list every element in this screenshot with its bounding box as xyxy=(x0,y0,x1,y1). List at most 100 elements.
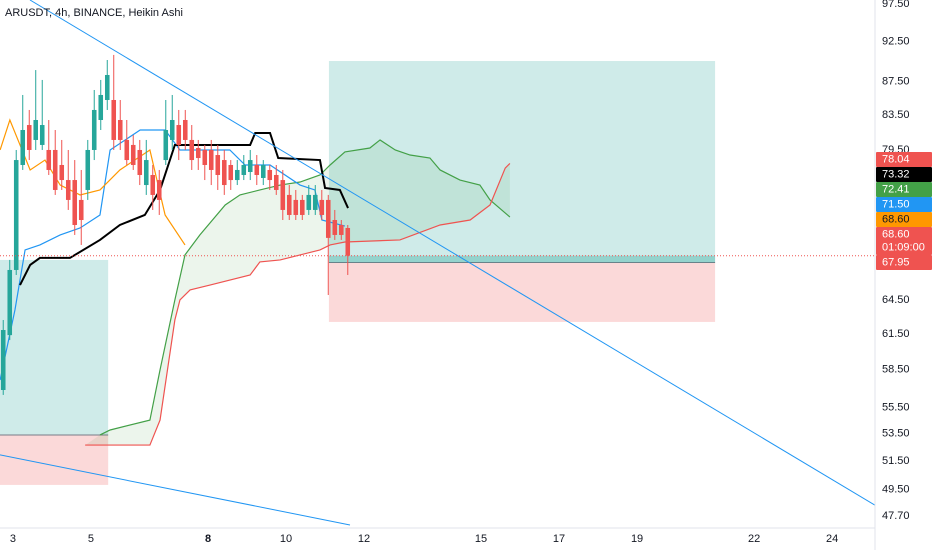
position-open-pnl xyxy=(328,255,716,263)
y-tick-label: 49.50 xyxy=(882,483,910,495)
trend-line xyxy=(0,454,351,526)
position-profit-zone xyxy=(0,259,109,435)
candle-body xyxy=(319,199,325,215)
price-label-box xyxy=(876,197,932,213)
candle-body xyxy=(286,194,292,215)
y-tick-label: 53.50 xyxy=(882,428,910,440)
candle-body xyxy=(208,149,214,170)
candle-body xyxy=(39,125,45,145)
price-label: 67.95 xyxy=(882,256,910,268)
candle-body xyxy=(195,147,201,159)
candle-body xyxy=(111,99,117,140)
price-label-box xyxy=(876,182,932,198)
ichimoku-cloud xyxy=(85,139,510,446)
plot-area xyxy=(0,0,875,526)
candle-body xyxy=(267,169,273,181)
price-label-box xyxy=(876,255,932,271)
y-tick-label: 58.50 xyxy=(882,364,910,376)
candle-body xyxy=(273,174,279,190)
y-tick-label: 47.70 xyxy=(882,510,910,522)
price-label-box xyxy=(876,212,932,228)
candle-body xyxy=(0,330,6,390)
candle-body xyxy=(234,169,240,181)
candle-body xyxy=(221,160,227,186)
candle-body xyxy=(65,180,71,200)
candle-body xyxy=(189,139,195,161)
candle-body xyxy=(13,160,19,270)
y-tick-label: 87.50 xyxy=(882,75,910,87)
candle-body xyxy=(312,194,318,210)
x-tick-label: 3 xyxy=(10,533,16,545)
y-tick-label: 92.50 xyxy=(882,36,910,48)
candle-body xyxy=(247,160,253,173)
candle-body xyxy=(345,227,351,256)
candle-body xyxy=(78,199,84,221)
price-label: 68.60 xyxy=(882,213,910,225)
x-tick-label: 15 xyxy=(475,533,487,545)
candle-body xyxy=(254,164,260,175)
candle-body xyxy=(59,164,65,181)
candle-body xyxy=(72,180,78,225)
candle-body xyxy=(300,199,305,215)
price-countdown: 01:09:00 xyxy=(882,241,925,253)
position-profit-zone xyxy=(328,61,716,263)
y-tick-label: 64.50 xyxy=(882,294,910,306)
trend-line xyxy=(29,0,875,506)
candle-body xyxy=(306,194,312,210)
price-label: 78.04 xyxy=(882,153,910,165)
position-loss-zone xyxy=(0,434,109,485)
candle-body xyxy=(33,119,39,140)
axes: 97.5092.5087.5083.5079.5064.5061.5058.50… xyxy=(10,0,932,545)
candle-body xyxy=(293,199,299,215)
y-tick-label: 61.50 xyxy=(882,328,910,340)
x-tick-label: 10 xyxy=(280,533,292,545)
candle-body xyxy=(98,94,104,120)
candle-body xyxy=(163,129,169,161)
candle-body xyxy=(150,174,156,195)
candle-body xyxy=(339,224,344,235)
x-tick-label: 17 xyxy=(553,533,565,545)
candle-body xyxy=(169,119,175,140)
chart-title: ARUSDT, 4h, BINANCE, Heikin Ashi xyxy=(5,7,183,19)
x-tick-label: 8 xyxy=(205,533,211,545)
candle-body xyxy=(26,125,32,150)
y-tick-label: 83.50 xyxy=(882,109,910,121)
price-label: 73.32 xyxy=(882,168,910,180)
position-loss-zone xyxy=(328,262,716,322)
candle-body xyxy=(228,164,234,181)
candle-body xyxy=(46,149,52,170)
candle-body xyxy=(91,109,97,150)
y-tick-label: 55.50 xyxy=(882,401,910,413)
candle-body xyxy=(176,125,182,145)
x-tick-label: 12 xyxy=(358,533,370,545)
x-tick-label: 22 xyxy=(748,533,760,545)
indicator-line xyxy=(99,139,511,436)
price-label-box xyxy=(876,152,932,168)
price-label-box xyxy=(876,227,932,256)
price-label: 71.50 xyxy=(882,198,910,210)
candle-body xyxy=(7,269,13,336)
candle-body xyxy=(182,119,188,140)
candle-body xyxy=(104,74,110,100)
candle-body xyxy=(215,155,221,175)
candle-body xyxy=(202,149,208,165)
candle-body xyxy=(52,149,58,190)
candle-body xyxy=(130,144,136,165)
candle-body xyxy=(124,139,130,161)
candle-body xyxy=(117,119,123,140)
x-tick-label: 24 xyxy=(826,533,838,545)
candle-body xyxy=(325,199,331,238)
y-tick-label: 51.50 xyxy=(882,455,910,467)
price-label: 72.41 xyxy=(882,183,910,195)
candle-body xyxy=(20,129,26,165)
candle-body xyxy=(261,164,266,178)
candle-body xyxy=(332,220,338,235)
price-label-box xyxy=(876,167,932,183)
candle-body xyxy=(137,149,143,175)
price-label: 68.60 xyxy=(882,228,910,240)
candle-body xyxy=(156,180,162,200)
y-tick-label: 97.50 xyxy=(882,0,910,10)
indicator-line xyxy=(85,162,511,446)
candle-body xyxy=(85,149,91,190)
